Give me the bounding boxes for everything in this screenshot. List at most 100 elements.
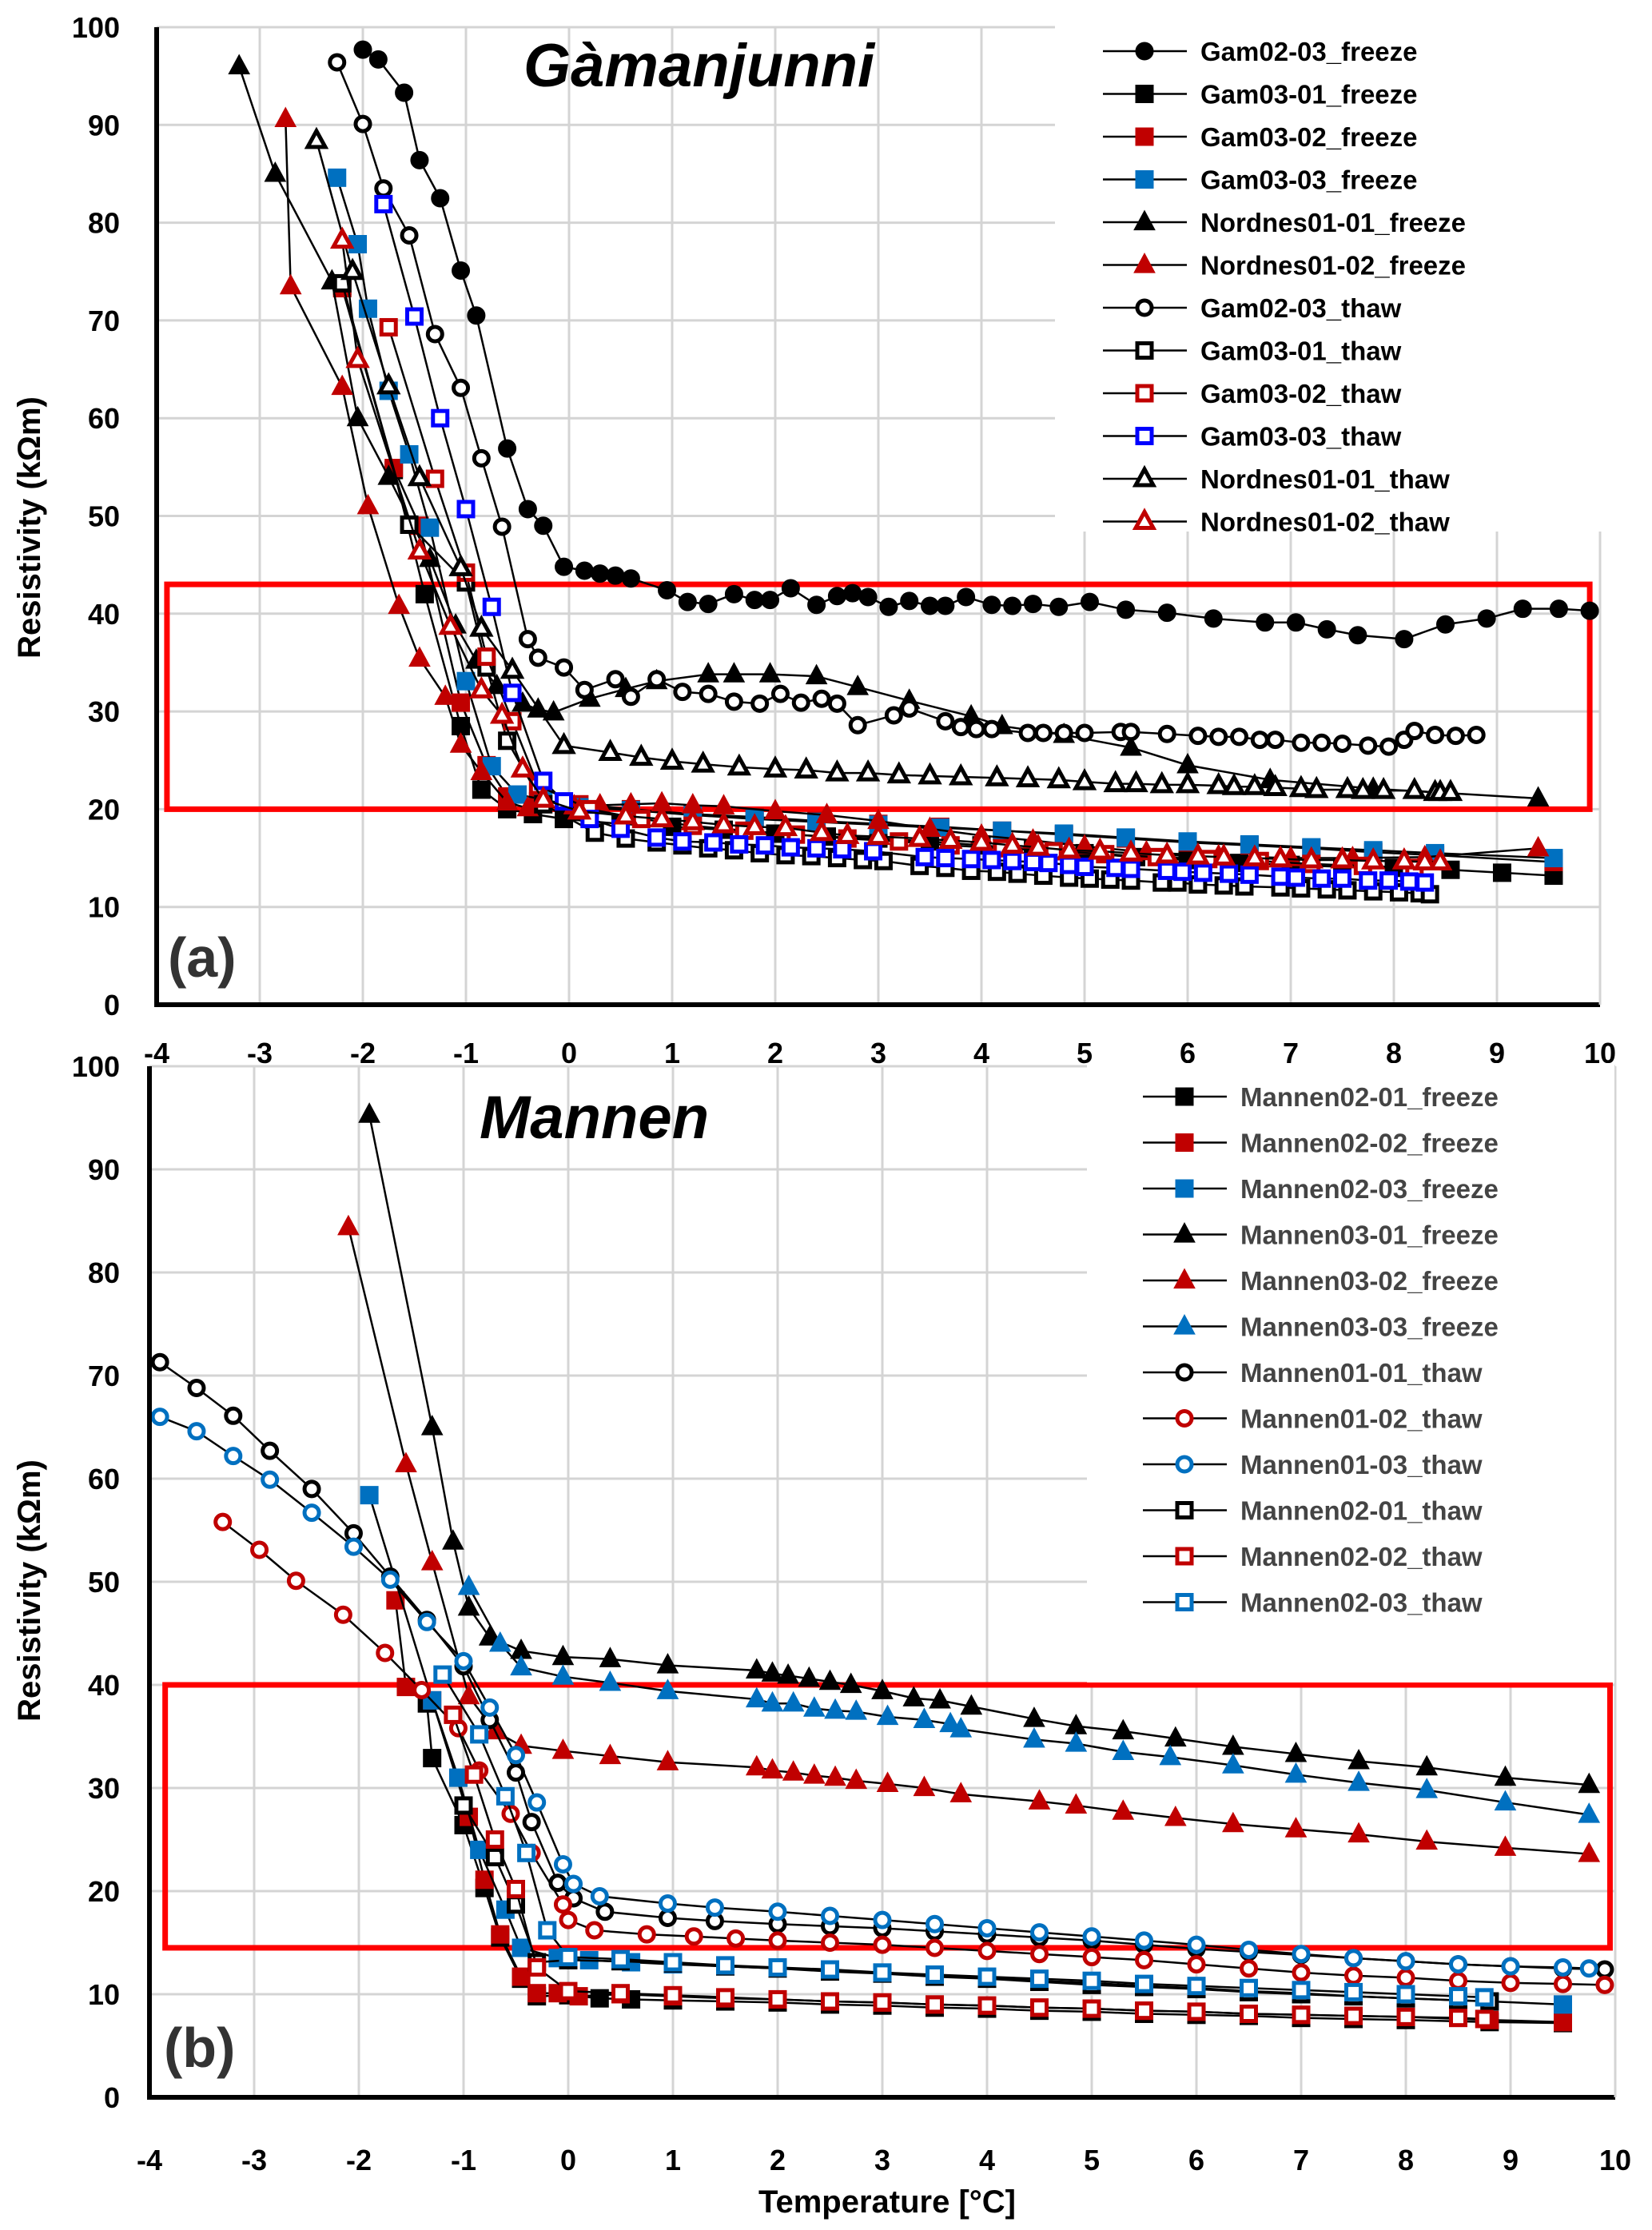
data-point bbox=[1159, 1744, 1182, 1766]
data-point bbox=[1118, 839, 1144, 862]
legend-entry: Nordnes01-02_freeze bbox=[1103, 251, 1466, 281]
legend-entry: Nordnes01-02_thaw bbox=[1103, 508, 1450, 537]
data-point bbox=[286, 1571, 305, 1591]
data-point bbox=[886, 761, 912, 784]
data-point bbox=[480, 1698, 500, 1717]
data-point bbox=[358, 1102, 380, 1123]
data-point bbox=[1312, 733, 1332, 752]
data-point bbox=[1024, 852, 1042, 871]
data-point bbox=[848, 715, 867, 735]
data-point bbox=[761, 591, 780, 610]
x-tick-label: 7 bbox=[1283, 1037, 1299, 1069]
data-point bbox=[957, 587, 976, 607]
data-point bbox=[1193, 863, 1212, 882]
legend-marker-square-icon bbox=[1175, 1547, 1194, 1566]
data-point bbox=[1292, 1945, 1311, 1964]
data-point bbox=[1580, 601, 1599, 620]
x-tick-label: -1 bbox=[451, 2144, 476, 2176]
data-point bbox=[575, 561, 594, 580]
data-point bbox=[1154, 841, 1180, 864]
data-point bbox=[1449, 1987, 1467, 2006]
data-point bbox=[1120, 735, 1142, 756]
data-point bbox=[538, 1921, 557, 1940]
data-point bbox=[444, 1705, 463, 1724]
data-point bbox=[1187, 1935, 1206, 1954]
data-point bbox=[228, 54, 251, 75]
legend-entry: Mannen02-03_thaw bbox=[1143, 1588, 1483, 1618]
legend-marker-square-icon bbox=[1175, 1593, 1194, 1611]
data-point bbox=[448, 554, 473, 576]
data-point bbox=[489, 701, 515, 724]
y-tick-label: 10 bbox=[88, 1978, 120, 2011]
data-point bbox=[250, 1540, 269, 1559]
data-point bbox=[213, 1512, 233, 1531]
legend-marker bbox=[1135, 85, 1154, 103]
legend-marker-triangle-icon bbox=[1132, 508, 1157, 530]
data-point bbox=[716, 1988, 734, 2007]
data-point bbox=[405, 307, 424, 326]
legend-marker bbox=[1175, 1501, 1194, 1519]
series-Mannen03-02_freeze bbox=[337, 1214, 1601, 1862]
data-point bbox=[969, 828, 994, 851]
y-tick-label: 30 bbox=[88, 695, 120, 728]
x-tick-label: -4 bbox=[137, 2144, 162, 2176]
data-point bbox=[876, 1704, 899, 1726]
data-point bbox=[333, 1605, 352, 1624]
data-point bbox=[1030, 1998, 1049, 2017]
data-point bbox=[400, 225, 419, 245]
data-point bbox=[551, 1664, 575, 1685]
data-point bbox=[1242, 844, 1268, 867]
data-point bbox=[1402, 776, 1427, 799]
data-point bbox=[527, 1793, 547, 1812]
data-point bbox=[438, 612, 463, 635]
data-point bbox=[1117, 600, 1136, 619]
data-point bbox=[472, 448, 491, 468]
data-point bbox=[456, 500, 476, 519]
data-point bbox=[492, 517, 512, 536]
legend-marker bbox=[1173, 1314, 1196, 1335]
data-point bbox=[1359, 871, 1378, 890]
legend-label: Mannen02-02_thaw bbox=[1240, 1542, 1483, 1571]
data-point bbox=[1286, 868, 1305, 887]
legend-marker bbox=[1175, 1593, 1194, 1611]
data-point bbox=[782, 1760, 805, 1781]
data-point bbox=[1206, 771, 1231, 794]
y-tick-label: 50 bbox=[88, 500, 120, 533]
legend-entry: Mannen02-03_freeze bbox=[1143, 1174, 1499, 1204]
legend-marker bbox=[1132, 508, 1157, 530]
legend-marker-square-icon bbox=[1175, 1179, 1194, 1198]
panel-b-title: Mannen bbox=[480, 1084, 709, 1152]
legend-label: Gam03-02_freeze bbox=[1200, 122, 1418, 152]
data-point bbox=[777, 1663, 799, 1684]
legend-marker-triangle-icon bbox=[1173, 1222, 1196, 1243]
data-point bbox=[1157, 861, 1176, 880]
data-point bbox=[510, 755, 535, 778]
data-point bbox=[1347, 1822, 1370, 1843]
x-tick-label: 6 bbox=[1180, 1037, 1196, 1069]
data-point bbox=[599, 1647, 622, 1667]
data-point bbox=[621, 687, 640, 707]
data-point bbox=[329, 226, 355, 249]
data-point bbox=[926, 1965, 944, 1984]
x-tick-label: -3 bbox=[241, 2144, 267, 2176]
data-point bbox=[1344, 2006, 1363, 2025]
data-point bbox=[967, 719, 986, 739]
x-tick-label: -3 bbox=[247, 1037, 273, 1069]
data-point bbox=[900, 591, 919, 611]
data-point bbox=[1082, 1971, 1101, 1990]
legend-marker bbox=[1135, 127, 1154, 146]
legend-label: Gam03-01_thaw bbox=[1200, 336, 1402, 366]
data-point bbox=[1427, 848, 1453, 870]
data-point bbox=[1082, 1999, 1101, 2018]
legend-entry: Gam03-03_thaw bbox=[1103, 422, 1402, 452]
data-point bbox=[485, 1830, 504, 1849]
data-point bbox=[1399, 872, 1419, 891]
series-Mannen02-03_thaw bbox=[433, 1665, 1494, 2007]
data-point bbox=[1554, 1974, 1572, 1993]
data-point bbox=[1426, 725, 1445, 744]
data-point bbox=[1371, 776, 1396, 799]
data-point bbox=[1330, 846, 1355, 869]
series-Mannen03-03_freeze bbox=[457, 1575, 1601, 1823]
data-point bbox=[274, 106, 297, 128]
panel-a-y-ticks: 0 10 20 30 40 50 60 70 80 90 100 bbox=[72, 11, 120, 1021]
